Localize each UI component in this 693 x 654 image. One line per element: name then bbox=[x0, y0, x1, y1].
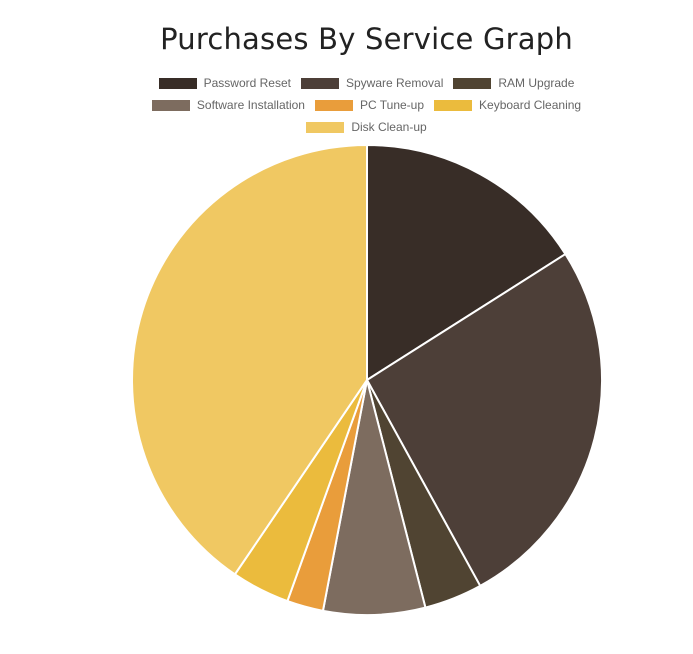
legend-label-keyboard-cleaning: Keyboard Cleaning bbox=[479, 98, 582, 112]
legend-swatch-software-installation bbox=[151, 99, 190, 111]
legend-row-1: Password Reset Spyware Removal RAM Upgra… bbox=[0, 72, 693, 94]
legend-item-ram-upgrade[interactable]: RAM Upgrade bbox=[453, 72, 574, 94]
legend-item-pc-tune-up[interactable]: PC Tune-up bbox=[314, 94, 425, 116]
legend-label-disk-clean-up: Disk Clean-up bbox=[351, 120, 427, 134]
legend-swatch-ram-upgrade bbox=[453, 77, 492, 89]
legend-item-password-reset[interactable]: Password Reset bbox=[158, 72, 291, 94]
pie-slice-software-installation[interactable] bbox=[321, 379, 427, 616]
legend-swatch-disk-clean-up bbox=[306, 121, 345, 133]
pie-slices bbox=[131, 143, 603, 616]
pie-slice-spyware-removal[interactable] bbox=[365, 252, 603, 588]
legend-row-3: Disk Clean-up bbox=[0, 116, 693, 138]
chart-title: Purchases By Service Graph bbox=[160, 22, 573, 56]
legend-swatch-spyware-removal bbox=[300, 77, 339, 89]
legend-item-disk-clean-up[interactable]: Disk Clean-up bbox=[306, 116, 427, 138]
legend-item-keyboard-cleaning[interactable]: Keyboard Cleaning bbox=[434, 94, 581, 116]
legend-swatch-password-reset bbox=[158, 77, 197, 89]
legend-label-password-reset: Password Reset bbox=[203, 76, 291, 90]
legend-label-ram-upgrade: RAM Upgrade bbox=[498, 76, 575, 90]
legend-swatch-pc-tune-up bbox=[314, 99, 353, 111]
legend-row-2: Software Installation PC Tune-up Keyboar… bbox=[0, 94, 693, 116]
pie-slice-password-reset[interactable] bbox=[366, 143, 567, 382]
legend-label-software-installation: Software Installation bbox=[196, 98, 305, 112]
legend-label-spyware-removal: Spyware Removal bbox=[345, 76, 444, 90]
legend-item-spyware-removal[interactable]: Spyware Removal bbox=[300, 72, 444, 94]
legend-swatch-keyboard-cleaning bbox=[434, 99, 473, 111]
legend-label-pc-tune-up: PC Tune-up bbox=[359, 98, 425, 112]
pie-slice-disk-clean-up[interactable] bbox=[131, 143, 368, 576]
legend-item-software-installation[interactable]: Software Installation bbox=[151, 94, 305, 116]
